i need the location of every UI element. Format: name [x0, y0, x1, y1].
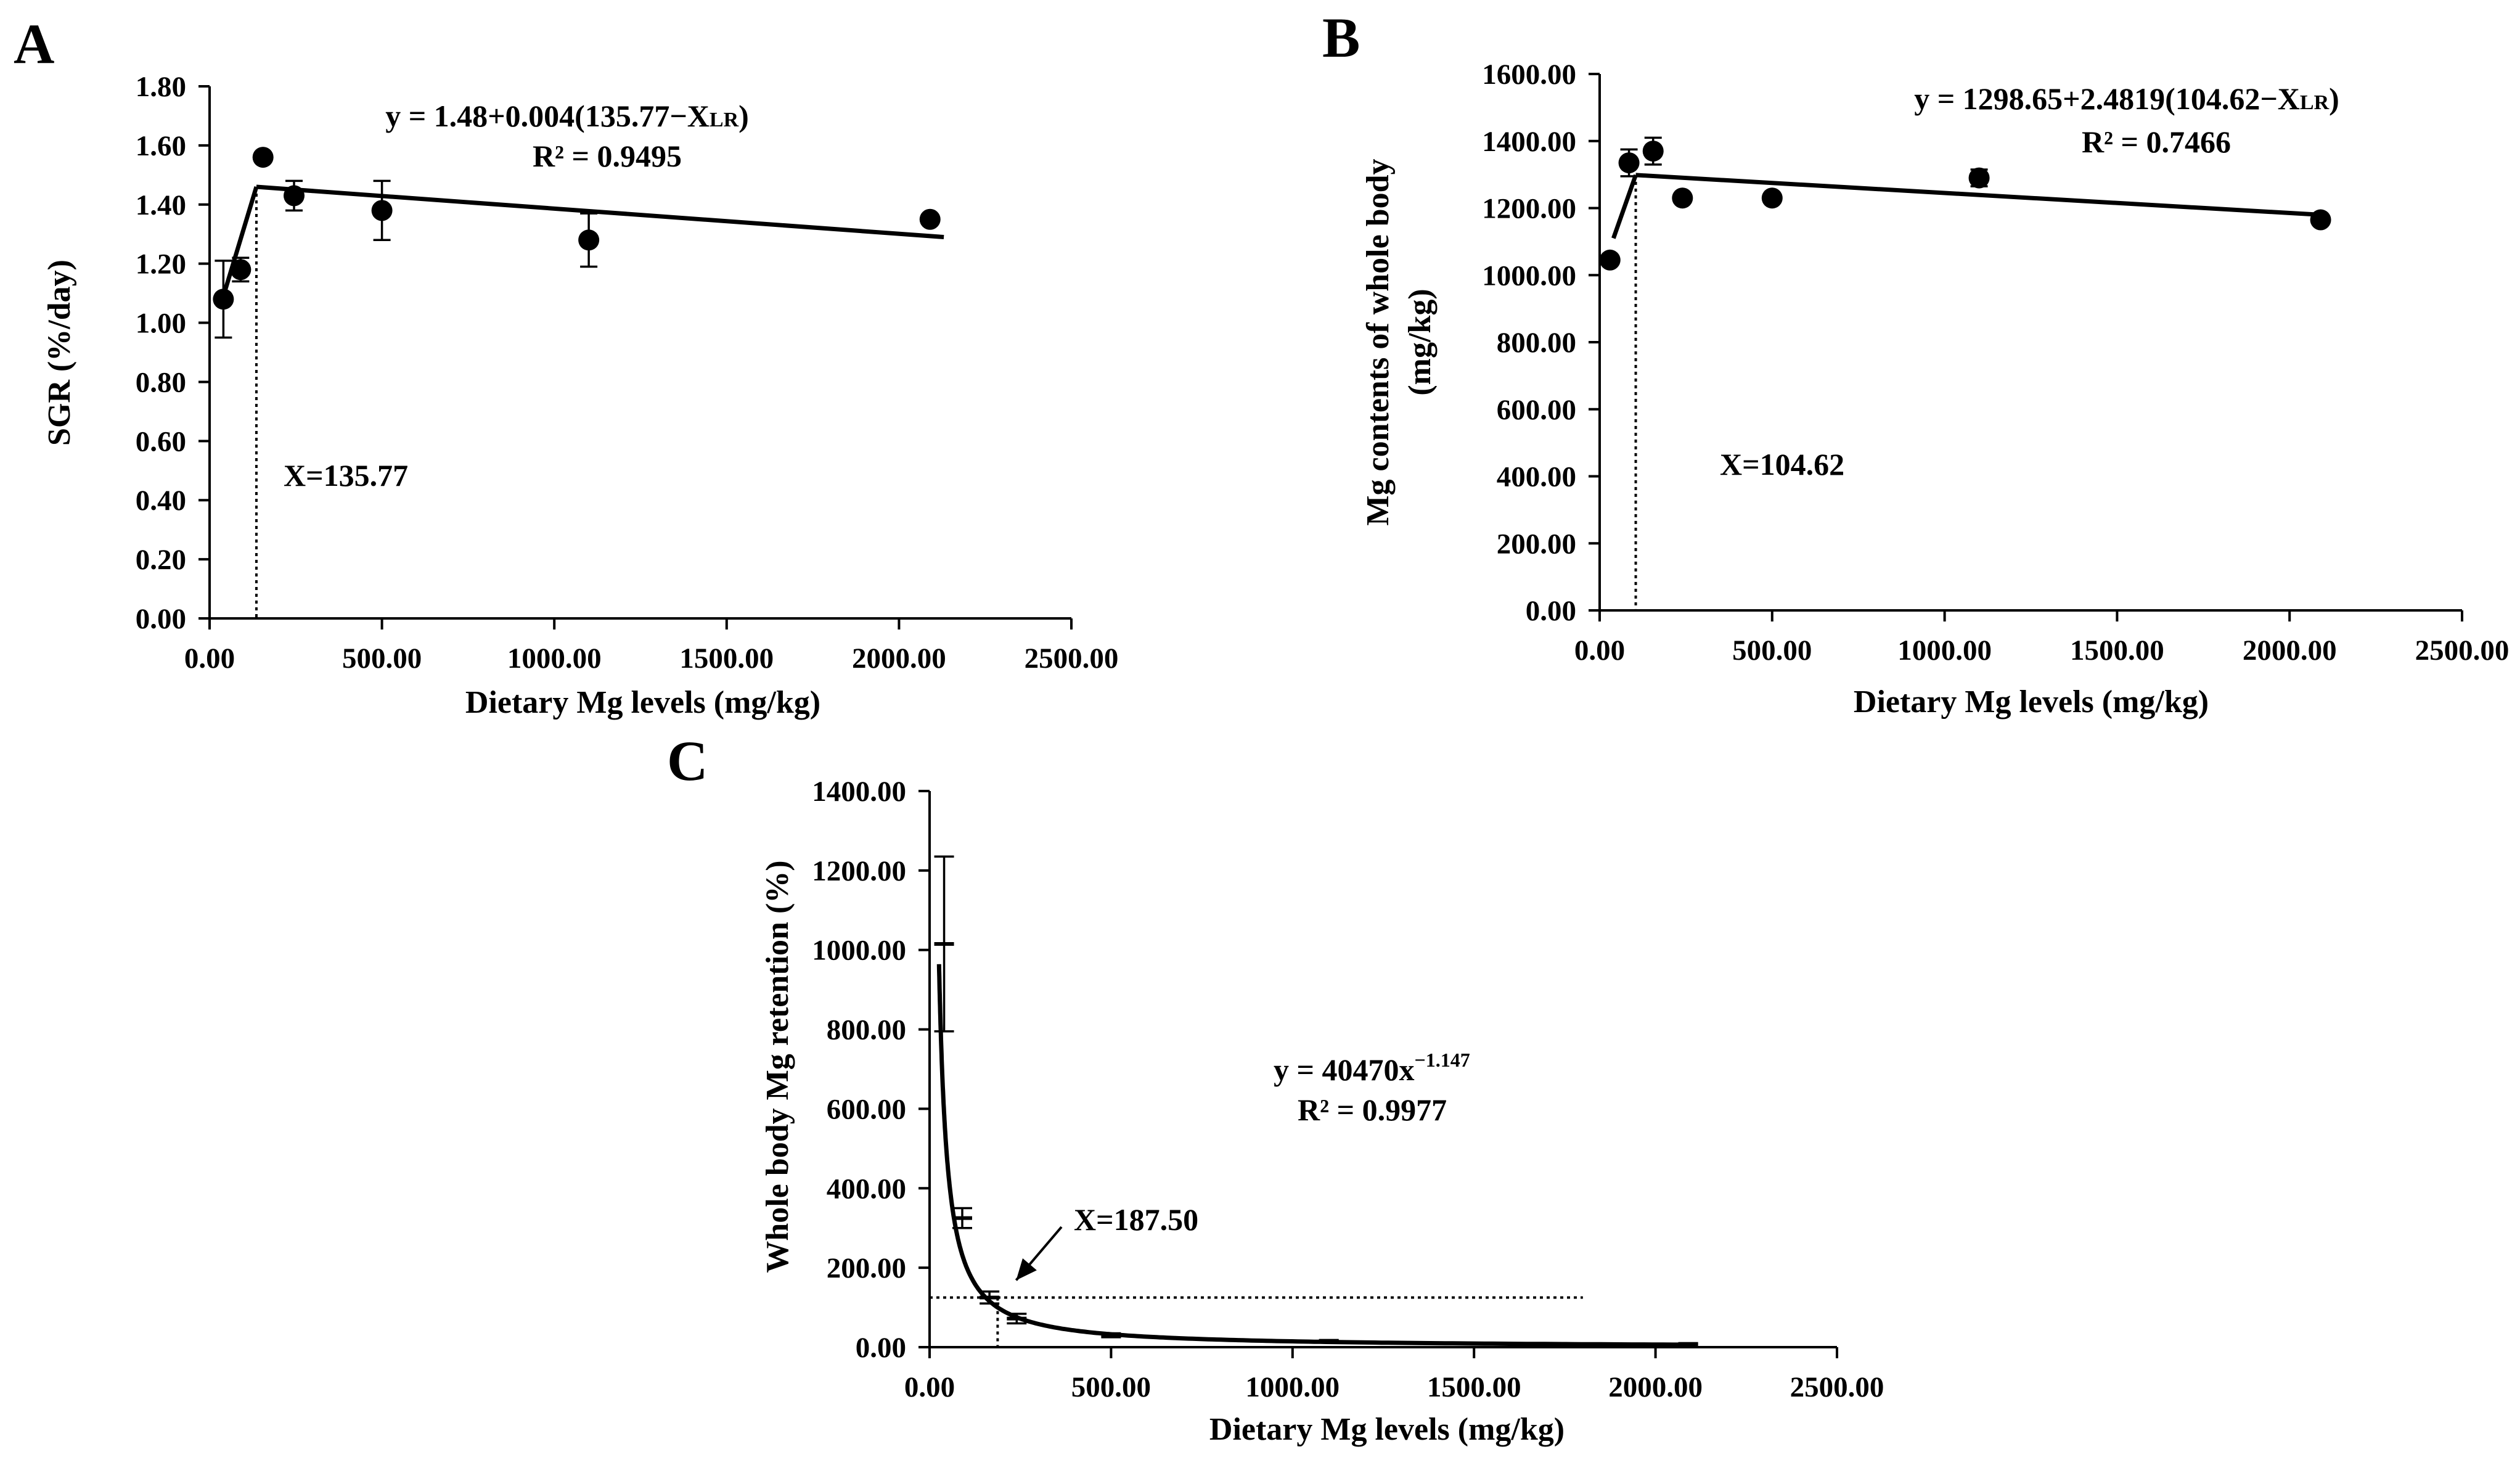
data-point	[371, 200, 393, 221]
y-tick-label: 0.60	[136, 425, 186, 457]
data-point	[230, 259, 252, 281]
x-tick-label: 0.00	[184, 642, 235, 675]
equation-close: )	[738, 99, 749, 133]
r-squared: R² = 0.9977	[1298, 1093, 1447, 1127]
y-tick-label: 1200.00	[812, 855, 906, 887]
data-point	[284, 185, 305, 207]
regression-equation: y = 40470x−1.147	[1274, 1049, 1470, 1087]
breakpoint-annotation: X=104.62	[1720, 447, 1844, 482]
y-tick-label: 1.80	[136, 71, 186, 103]
y-tick-label: 1000.00	[1482, 260, 1576, 292]
x-tick-label: 1500.00	[2070, 634, 2164, 666]
panel-letter: B	[1322, 6, 1360, 69]
y-tick-label: 800.00	[1497, 327, 1576, 359]
x-tick-label: 0.00	[1574, 634, 1625, 666]
data-point	[1672, 187, 1693, 209]
y-tick-label: 400.00	[827, 1173, 906, 1205]
data-point	[213, 289, 234, 310]
data-point	[1599, 249, 1621, 271]
equation-main: y = 1.48+0.004(135.77−X	[385, 99, 710, 133]
breakpoint-annotation: X=135.77	[284, 458, 408, 493]
x-tick-label: 500.00	[1071, 1371, 1151, 1403]
r-squared: R² = 0.9495	[533, 139, 682, 173]
x-tick-label: 2000.00	[852, 642, 946, 675]
equation-close: )	[2329, 81, 2339, 116]
x-tick-label: 2500.00	[1790, 1371, 1884, 1403]
x-tick-label: 1000.00	[1245, 1371, 1340, 1403]
panel-a: 0.00 0.20 0.40 0.60 0.80 1.00 1.20 1.40 1.60 1.80…	[14, 12, 1118, 720]
y-tick-label: 1400.00	[1482, 126, 1576, 158]
y-axis-label: Mg contents of whole body	[1360, 158, 1396, 525]
y-axis-label: Whole body Mg retention (%)	[760, 860, 795, 1273]
equation-subscript: LR	[2300, 91, 2330, 114]
y-tick-label: 0.40	[136, 485, 186, 517]
fit-curve	[936, 964, 1696, 1347]
x-tick-label: 1000.00	[507, 642, 602, 675]
y-tick-label: 400.00	[1497, 461, 1576, 493]
x-tick-label: 1500.00	[1427, 1371, 1521, 1403]
x-tick-label: 1000.00	[1897, 634, 1992, 666]
x-tick-label: 0.00	[904, 1371, 955, 1403]
r-squared: R² = 0.7466	[2082, 125, 2231, 159]
y-tick-label: 0.80	[136, 366, 186, 398]
y-tick-label: 600.00	[1497, 394, 1576, 426]
y-tick-label: 0.00	[136, 603, 186, 635]
x-tick-label: 1500.00	[679, 642, 774, 675]
panel-c: 0.00 200.00 400.00 600.00 800.00 1000.00 1200.…	[667, 729, 1884, 1447]
x-tick-label: 500.00	[342, 642, 422, 675]
panel-letter: A	[14, 12, 54, 75]
fit-line	[256, 184, 944, 240]
x-axis-label: Dietary Mg levels (mg/kg)	[465, 685, 820, 720]
y-tick-label: 1600.00	[1482, 59, 1576, 91]
data-point	[252, 147, 274, 168]
y-tick-label: 1.60	[136, 130, 186, 162]
data-point	[1968, 167, 1990, 189]
data-point	[1761, 187, 1783, 209]
regression-equation: y = 1.48+0.004(135.77−XLR)	[385, 99, 749, 133]
fit-line	[221, 186, 259, 297]
x-axis-label: Dietary Mg levels (mg/kg)	[1854, 684, 2209, 720]
panel-letter: C	[667, 729, 708, 792]
x-tick-label: 2500.00	[2415, 634, 2510, 666]
y-tick-label: 1.00	[136, 308, 186, 340]
y-tick-label: 1.20	[136, 248, 186, 281]
fit-line	[1635, 173, 2321, 217]
y-tick-label: 600.00	[827, 1093, 906, 1125]
data-point	[919, 208, 941, 230]
annotation-arrow-head	[1016, 1258, 1037, 1281]
threshold-annotation: X=187.50	[1074, 1202, 1198, 1237]
equation-exponent: −1.147	[1415, 1049, 1470, 1071]
y-axis-label-unit: (mg/kg)	[1402, 289, 1438, 395]
x-tick-label: 2000.00	[2243, 634, 2337, 666]
y-tick-label: 1200.00	[1482, 193, 1576, 225]
y-tick-label: 1000.00	[812, 935, 906, 967]
equation-main: y = 40470x	[1274, 1052, 1415, 1087]
regression-equation: y = 1298.65+2.4819(104.62−XLR)	[1914, 81, 2339, 116]
data-point	[1642, 141, 1664, 162]
equation-main: y = 1298.65+2.4819(104.62−X	[1914, 81, 2300, 116]
y-tick-label: 200.00	[827, 1252, 906, 1284]
data-point	[2310, 209, 2331, 231]
y-tick-label: 1.40	[136, 189, 186, 221]
x-tick-label: 500.00	[1732, 634, 1812, 666]
y-tick-label: 800.00	[827, 1014, 906, 1046]
panel-b: 0.00 200.00 400.00 600.00 800.00 1000.00 1200.…	[1322, 6, 2509, 720]
fit-line	[1611, 174, 1638, 239]
y-tick-label: 0.00	[856, 1332, 906, 1364]
equation-subscript: LR	[710, 109, 739, 131]
y-tick-label: 200.00	[1497, 528, 1576, 560]
x-tick-label: 2000.00	[1608, 1371, 1703, 1403]
y-tick-label: 0.20	[136, 544, 186, 576]
x-tick-label: 2500.00	[1025, 642, 1119, 675]
x-axis-label: Dietary Mg levels (mg/kg)	[1209, 1412, 1565, 1447]
y-axis-label: SGR (%/day)	[42, 260, 77, 446]
data-point	[578, 229, 600, 251]
data-point	[1618, 152, 1640, 174]
y-tick-label: 0.00	[1526, 595, 1576, 627]
y-tick-label: 1400.00	[812, 776, 906, 808]
